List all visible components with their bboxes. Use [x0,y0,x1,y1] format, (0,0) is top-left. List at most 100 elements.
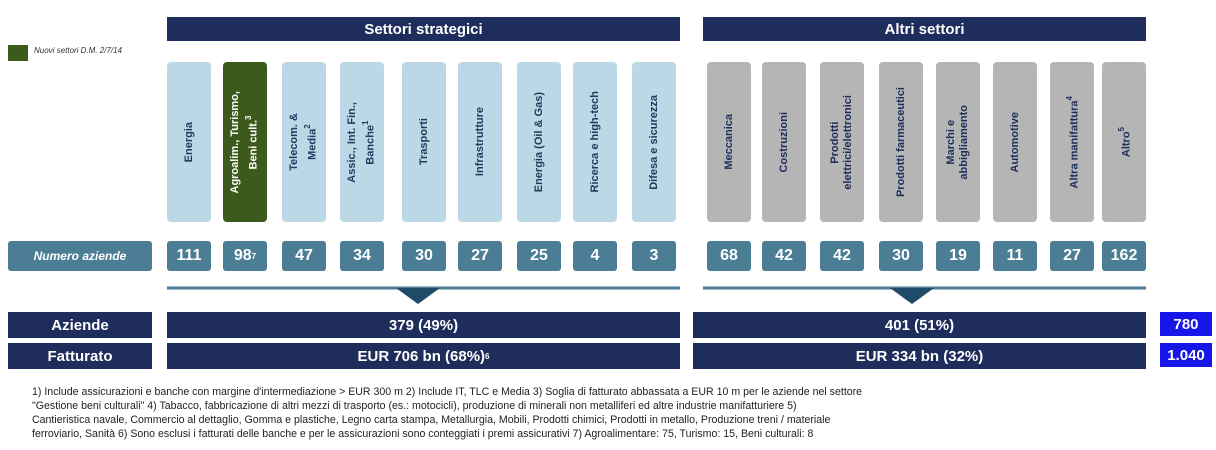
company-count: 47 [282,241,326,271]
company-count: 34 [340,241,384,271]
sector-column: Prodotti farmaceutici [879,62,923,222]
sector-column: Automotive [993,62,1037,222]
summary-label-text: Fatturato [47,347,113,365]
sector-label: Meccanica [723,114,736,170]
sector-label-line: Costruzioni [777,111,790,173]
company-count: 11 [993,241,1037,271]
count-value: 42 [833,247,851,264]
company-count: 27 [1050,241,1094,271]
sector-label-line: Prodotti farmaceutici [894,86,907,198]
connector-arrow [890,288,934,304]
sector-label-line: Marchi e [945,119,957,165]
sector-label: Energia [183,122,196,162]
sector-label-line: Energia [182,121,195,163]
sector-column: Telecom. & Media2 [282,62,326,222]
sector-label-line: Automotive [1008,111,1021,173]
count-value: 3 [649,247,659,264]
summary-value: EUR 334 bn (32%) [855,347,984,365]
footnote-text: Cantieristica navale, Commercio al detta… [32,414,831,426]
sector-column: Marchi e abbigliamento [936,62,980,222]
sector-label: Infrastrutture [474,107,487,176]
count-value: 68 [720,247,738,264]
sector-label: Altro5 [1115,127,1134,157]
summary-total: 780 [1160,312,1212,336]
summary-strategic: 379 (49%) [167,312,680,338]
header-strategic: Settori strategici [167,17,680,41]
sector-label: Assic., Int. Fin., Banche1 [346,102,378,183]
count-value: 4 [590,247,600,264]
company-count: 4 [573,241,617,271]
footnote: Cantieristica navale, Commercio al detta… [32,414,830,426]
sector-label-line: Energia (Oil & Gas) [532,91,545,193]
company-count: 98 7 [223,241,267,271]
count-value: 27 [471,247,489,264]
footnote-ref: 2 [303,124,313,129]
sector-column: Assic., Int. Fin., Banche1 [340,62,384,222]
sector-label-line: Altro [1120,131,1133,158]
sector-column: Trasporti [402,62,446,222]
footnote-ref: 6 [485,351,490,361]
sector-column: Difesa e sicurezza [632,62,676,222]
sector-column: Altro5 [1102,62,1146,222]
summary-value: 379 (49%) [388,316,459,334]
count-value: 19 [949,247,967,264]
sector-column: Agroalim., Turismo, Beni cult.3 [223,62,267,222]
sector-label-line: Banche [364,124,377,165]
count-value: 34 [353,247,371,264]
sector-label-line: Beni cult. [247,119,260,169]
legend-label: Nuovi settori D.M. 2/7/14 [34,46,123,55]
footnote-ref: 5 [1116,126,1126,132]
sector-column: Meccanica [707,62,751,222]
sector-label: Difesa e sicurezza [648,95,661,190]
summary-value: EUR 706 bn (68%) [357,347,486,365]
footnote: ferroviario, Sanità 6) Sono esclusi i fa… [32,428,813,440]
company-count: 68 [707,241,751,271]
summary-label: Aziende [8,312,152,338]
sector-column: Prodotti elettrici/elettronici [820,62,864,222]
sector-column: Costruzioni [762,62,806,222]
sector-label-line: Meccanica [722,114,735,170]
sector-label: Ricerca e high-tech [589,91,602,192]
sector-column: Altra manifattura4 [1050,62,1094,222]
count-value: 47 [295,247,313,264]
sector-label-line: Difesa e sicurezza [647,94,660,190]
summary-label: Fatturato [8,343,152,369]
company-count: 42 [762,241,806,271]
company-count: 3 [632,241,676,271]
summary-value: 780 [1173,315,1199,333]
footnote-ref: 4 [1064,95,1074,101]
sector-column: Ricerca e high-tech [573,62,617,222]
sector-label-line: Trasporti [417,118,430,166]
count-value: 98 [233,247,252,264]
footnote-ref: 3 [244,115,254,120]
footnote-text: ferroviario, Sanità 6) Sono esclusi i fa… [32,428,814,440]
count-value: 27 [1063,247,1081,264]
count-value: 162 [1110,247,1138,264]
company-count: 162 [1102,241,1146,271]
sector-label-line: Prodotti [829,120,841,164]
footnote-text: "Gestione beni culturali" 4) Tabacco, fa… [32,400,797,412]
sector-label-line: elettrici/elettronici [842,94,854,190]
legend-swatch [8,45,28,61]
sector-label: Automotive [1009,112,1022,173]
sector-label: Costruzioni [778,112,791,173]
sector-label-line: Altra manifattura [1068,100,1081,189]
summary-label-text: Aziende [51,316,109,334]
footnote: 1) Include assicurazioni e banche con ma… [32,386,862,398]
company-count: 111 [167,241,211,271]
sector-label-line: abbigliamento [958,104,970,180]
summary-total: 1.040 [1160,343,1212,367]
footnote-text: 1) Include assicurazioni e banche con ma… [32,386,863,398]
sector-label: Trasporti [418,118,431,165]
sector-column: Energia (Oil & Gas) [517,62,561,222]
sector-label: Marchi e abbigliamento [945,105,971,180]
company-count: 42 [820,241,864,271]
sector-column: Infrastrutture [458,62,502,222]
company-count: 30 [879,241,923,271]
connectors [167,286,1146,304]
sector-label-line: Media [306,128,319,160]
footnote: "Gestione beni culturali" 4) Tabacco, fa… [32,400,797,412]
sector-label-line: Infrastrutture [473,107,486,177]
sector-label-line: Assic., Int. Fin., [346,101,359,183]
